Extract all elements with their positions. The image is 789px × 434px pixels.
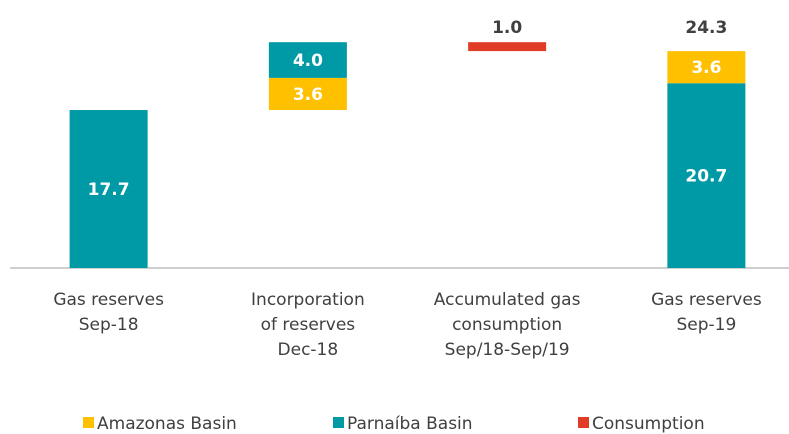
legend-swatch <box>333 417 344 428</box>
x-tick-label: Accumulated gas consumption Sep/18-Sep/19 <box>434 290 581 360</box>
value-label: 4.0 <box>293 51 323 71</box>
bar-segment <box>667 51 746 84</box>
x-tick-label-line: Incorporation <box>251 290 365 310</box>
x-tick-label-line: Sep/18-Sep/19 <box>445 340 570 360</box>
x-tick-label-line: Sep-18 <box>79 315 139 335</box>
x-tick-label-line: Accumulated gas <box>434 290 581 310</box>
value-label: 17.7 <box>88 180 130 200</box>
x-tick-label: Gas reserves Sep-19 <box>651 290 762 335</box>
x-tick-label-line: Dec-18 <box>278 340 339 360</box>
value-label: 3.6 <box>293 85 323 105</box>
value-label: 20.7 <box>685 167 727 187</box>
x-tick-label: Incorporation of reserves Dec-18 <box>251 290 365 360</box>
bar-segment <box>468 42 547 52</box>
x-tick-label-line: Sep-19 <box>676 315 736 335</box>
value-label: 1.0 <box>492 18 522 38</box>
total-label: 24.3 <box>685 18 727 38</box>
x-tick-label-line: of reserves <box>261 315 356 335</box>
bar-segment <box>268 77 347 111</box>
value-label: 3.6 <box>691 58 721 78</box>
bar-segment <box>268 42 347 78</box>
legend-swatch <box>83 417 94 428</box>
x-tick-label-line: consumption <box>452 315 562 335</box>
x-tick-label-line: Gas reserves <box>651 290 762 310</box>
legend-label: Consumption <box>592 414 705 434</box>
legend-label: Parnaíba Basin <box>347 414 473 434</box>
x-tick-label: Gas reserves Sep-18 <box>53 290 164 335</box>
bar-segment <box>69 110 148 268</box>
legend-label: Amazonas Basin <box>97 414 237 434</box>
legend-swatch <box>578 417 589 428</box>
x-tick-label-line: Gas reserves <box>53 290 164 310</box>
bar-segment <box>667 83 746 268</box>
